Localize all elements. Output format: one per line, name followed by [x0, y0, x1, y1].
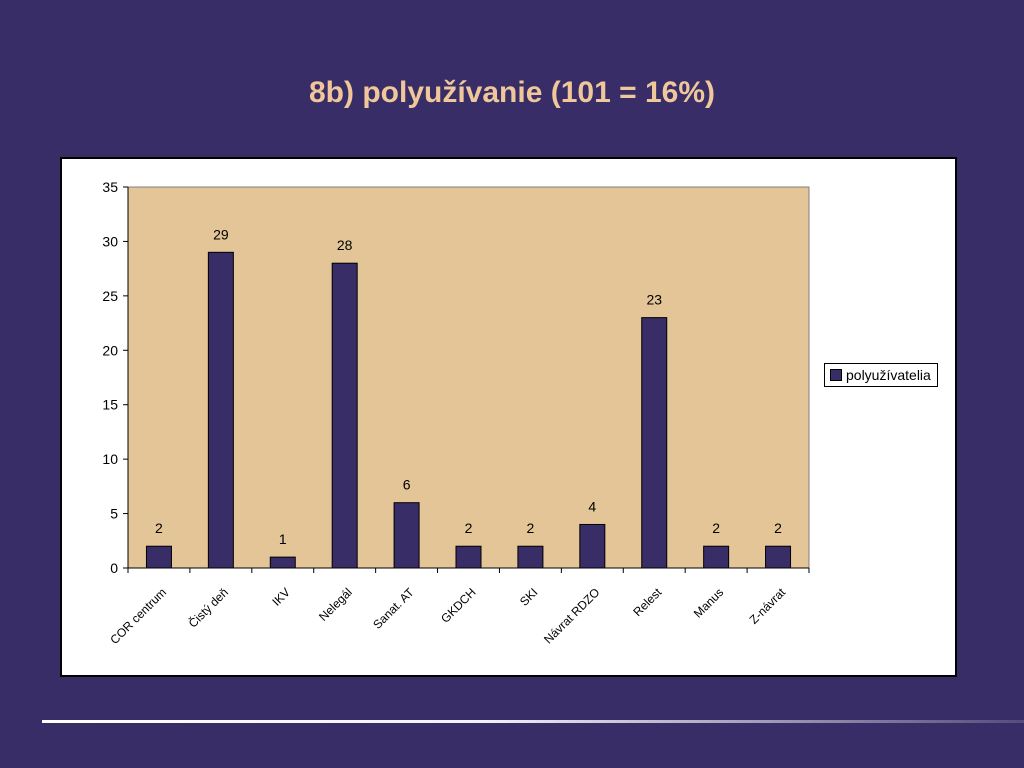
bar — [703, 545, 730, 569]
data-label: 29 — [213, 226, 229, 242]
bar — [145, 545, 172, 569]
data-label: 4 — [588, 498, 596, 514]
bar-chart: 0 5 10 15 20 25 30 35 2 COR centrum 29 Čistý deň 1 IK… — [102, 179, 810, 647]
data-label: 23 — [646, 292, 662, 308]
slide-title: 8b) polyužívanie (101 = 16%) — [309, 76, 715, 109]
category-label: Z-návrat — [747, 585, 789, 627]
data-label: 28 — [337, 237, 353, 253]
y-tick-label: 10 — [102, 451, 118, 467]
data-label: 1 — [279, 531, 287, 547]
legend-swatch — [830, 369, 842, 381]
bar — [207, 251, 234, 569]
category-label: Manus — [691, 585, 726, 620]
data-label: 2 — [155, 520, 163, 536]
bar — [517, 545, 544, 569]
y-tick-label: 20 — [102, 342, 118, 358]
plot-area — [127, 186, 810, 569]
data-label: 6 — [403, 477, 411, 493]
category-label: SKI — [517, 585, 541, 609]
category-label: Čistý deň — [185, 585, 231, 631]
data-label: 2 — [465, 520, 473, 536]
category-label: IKV — [269, 585, 293, 609]
bar — [455, 545, 482, 569]
category-label: GKDCH — [438, 585, 479, 626]
bar — [393, 502, 420, 569]
category-label: Nelegál — [316, 585, 355, 624]
data-label: 2 — [527, 520, 535, 536]
bar — [579, 523, 606, 569]
bar — [269, 556, 296, 569]
bar — [765, 545, 792, 569]
footer-divider — [42, 720, 1024, 723]
category-label: Relest — [630, 585, 664, 619]
data-label: 2 — [774, 520, 782, 536]
chart-legend: polyužívatelia — [824, 363, 938, 387]
y-tick-label: 25 — [102, 288, 118, 304]
category-label: Sanat. AT — [370, 585, 417, 632]
y-tick-label: 30 — [102, 233, 118, 249]
data-label: 2 — [712, 520, 720, 536]
bar — [331, 262, 358, 569]
category-label: COR centrum — [107, 585, 169, 647]
category-label: Návrat RDZO — [541, 585, 602, 646]
chart-area: 0 5 10 15 20 25 30 35 2 COR centrum 29 Čistý deň 1 IK… — [60, 157, 957, 677]
y-tick-label: 5 — [110, 506, 118, 522]
legend-label: polyužívatelia — [846, 367, 931, 383]
y-tick-label: 0 — [110, 560, 118, 576]
y-tick-label: 35 — [102, 179, 118, 195]
bar — [641, 317, 668, 569]
y-tick-label: 15 — [102, 397, 118, 413]
